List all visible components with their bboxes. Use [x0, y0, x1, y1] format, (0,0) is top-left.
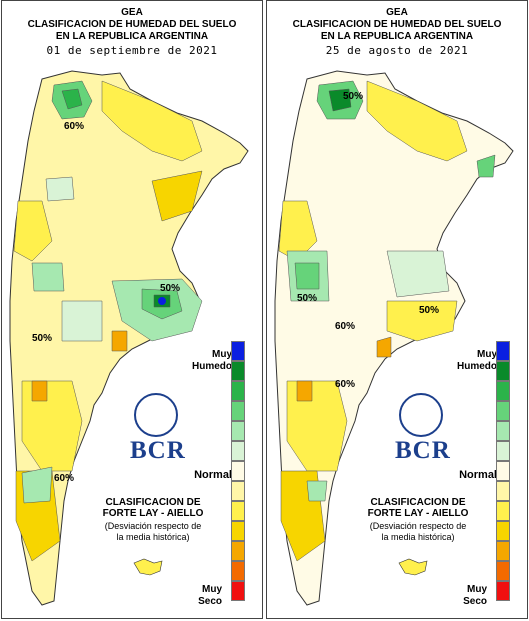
- classification-subtitle: (Desviación respecto de la media históric…: [369, 521, 467, 542]
- soil-moisture-map: 50% 50% 60% 50% 60%: [274, 70, 514, 606]
- contour-label: 50%: [32, 333, 52, 344]
- contour-label: 60%: [335, 379, 355, 390]
- legend-swatch: [231, 461, 245, 481]
- legend-top-label: Muy Humedo: [192, 349, 232, 372]
- legend-swatch: [231, 521, 245, 541]
- legend-swatch: [496, 501, 510, 521]
- legend-swatch: [496, 381, 510, 401]
- bcr-logo-text: BCR: [395, 437, 451, 464]
- legend-swatch: [231, 581, 245, 601]
- legend-swatch: [496, 401, 510, 421]
- soil-moisture-map: 60% 50% 50% 60%: [9, 70, 249, 606]
- contour-label: 50%: [343, 91, 363, 102]
- map-panel-sep-01: 60% 50% 50% 60% GEA CLASIFICACION DE HUM…: [1, 0, 263, 619]
- legend-swatch: [496, 341, 510, 361]
- map-org: GEA: [386, 7, 408, 18]
- bcr-seal-icon: [399, 393, 443, 437]
- contour-label: 60%: [64, 121, 84, 132]
- legend-swatch: [231, 421, 245, 441]
- bcr-seal-icon: [134, 393, 178, 437]
- map-org: GEA: [121, 7, 143, 18]
- legend-color-scale: [496, 341, 510, 601]
- map-date: 25 de agosto de 2021: [325, 44, 469, 57]
- legend-swatch: [231, 381, 245, 401]
- legend-swatch: [496, 581, 510, 601]
- contour-label: 50%: [160, 283, 180, 294]
- legend-swatch: [496, 561, 510, 581]
- legend-swatch: [496, 541, 510, 561]
- contour-label: 50%: [297, 293, 317, 304]
- legend-swatch: [231, 441, 245, 461]
- map-title-line2: EN LA REPUBLICA ARGENTINA: [320, 31, 474, 42]
- map-panel-aug-25: 50% 50% 60% 50% 60% GEA CLASIFICACION DE…: [266, 0, 528, 619]
- legend-color-scale: [231, 341, 245, 601]
- contour-label: 60%: [335, 321, 355, 332]
- classification-title: CLASIFICACION DE FORTE LAY - AIELLO: [367, 497, 469, 519]
- legend-swatch: [231, 361, 245, 381]
- legend-swatch: [496, 521, 510, 541]
- legend-swatch: [496, 441, 510, 461]
- malvinas-islands: [133, 558, 163, 576]
- legend-swatch: [231, 401, 245, 421]
- legend-swatch: [496, 461, 510, 481]
- classification-title: CLASIFICACION DE FORTE LAY - AIELLO: [102, 497, 204, 519]
- legend-swatch: [231, 341, 245, 361]
- legend-swatch: [496, 361, 510, 381]
- legend-swatch: [231, 501, 245, 521]
- legend-swatch: [496, 481, 510, 501]
- argentina-outline: [274, 70, 514, 606]
- legend-swatch: [231, 561, 245, 581]
- contour-label: 60%: [54, 473, 74, 484]
- legend-swatch: [231, 541, 245, 561]
- legend-top-label: Muy Humedo: [457, 349, 497, 372]
- legend-swatch: [231, 481, 245, 501]
- malvinas-islands: [398, 558, 428, 576]
- contour-label: 50%: [419, 305, 439, 316]
- legend-bottom-label: Muy Seco: [463, 584, 487, 607]
- legend-mid-label: Normal: [194, 469, 232, 481]
- map-title-line2: EN LA REPUBLICA ARGENTINA: [55, 31, 209, 42]
- legend-bottom-label: Muy Seco: [198, 584, 222, 607]
- map-title-line1: CLASIFICACION DE HUMEDAD DEL SUELO: [27, 19, 237, 30]
- map-title-line1: CLASIFICACION DE HUMEDAD DEL SUELO: [292, 19, 502, 30]
- map-date: 01 de septiembre de 2021: [46, 44, 218, 57]
- legend-swatch: [496, 421, 510, 441]
- classification-subtitle: (Desviación respecto de la media históric…: [104, 521, 202, 542]
- bcr-logo-text: BCR: [130, 437, 186, 464]
- legend-mid-label: Normal: [459, 469, 497, 481]
